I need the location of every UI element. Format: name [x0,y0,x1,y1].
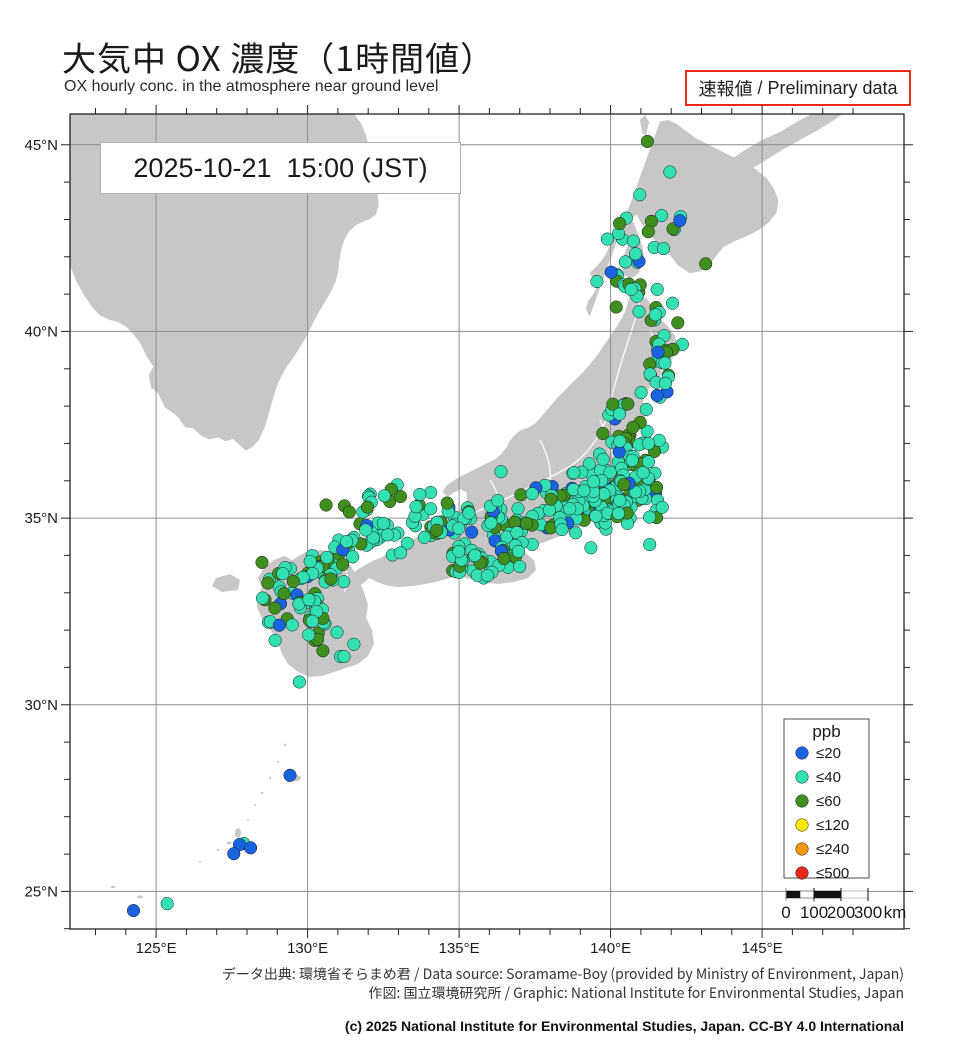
svg-text:45°N: 45°N [24,137,58,154]
svg-text:≤20: ≤20 [816,745,841,762]
svg-text:125°E: 125°E [136,940,177,957]
svg-text:≤240: ≤240 [816,841,849,858]
svg-text:ppb: ppb [812,722,840,741]
svg-text:30°N: 30°N [24,697,58,714]
svg-text:100: 100 [800,903,828,922]
svg-text:145°E: 145°E [742,940,783,957]
svg-text:300: 300 [854,903,882,922]
svg-text:≤60: ≤60 [816,793,841,810]
svg-text:25°N: 25°N [24,883,58,900]
svg-text:35°N: 35°N [24,510,58,527]
svg-text:km: km [884,903,907,922]
svg-text:200: 200 [827,903,855,922]
svg-text:≤500: ≤500 [816,865,849,882]
svg-text:0: 0 [781,903,790,922]
svg-text:130°E: 130°E [287,940,328,957]
svg-text:40°N: 40°N [24,323,58,340]
svg-text:≤40: ≤40 [816,769,841,786]
svg-text:≤120: ≤120 [816,817,849,834]
svg-text:135°E: 135°E [439,940,480,957]
svg-text:140°E: 140°E [590,940,631,957]
